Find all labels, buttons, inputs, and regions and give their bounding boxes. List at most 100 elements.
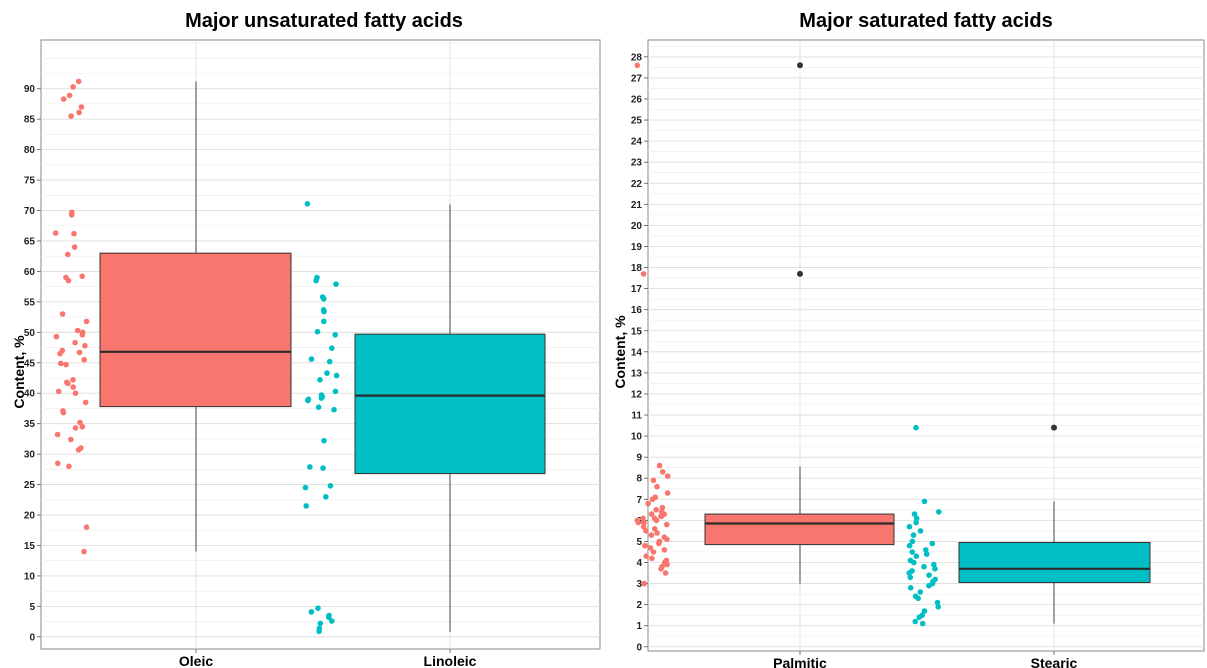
data-point [913,519,919,526]
data-point [332,388,339,395]
data-point [649,496,656,503]
data-point [55,388,62,395]
data-point [647,545,654,551]
y-tick-label: 26 [631,94,643,105]
data-point [651,526,658,532]
data-point [911,559,917,566]
x-tick-label: Linoleic [424,653,477,668]
data-point [71,230,77,237]
data-point [664,561,670,568]
y-tick-label: 9 [636,453,642,464]
data-point [76,349,83,356]
y-tick-label: 30 [24,450,36,461]
data-point [75,78,82,85]
y-tick-label: 75 [24,176,36,187]
data-point [308,356,315,362]
data-point [65,380,71,387]
y-tick-label: 23 [631,158,643,169]
data-point [643,553,649,559]
data-point [60,409,67,416]
y-tick-label: 5 [636,537,642,548]
y-tick-label: 3 [636,579,642,590]
y-tick-label: 5 [29,602,35,613]
data-point [70,84,76,90]
data-point [926,582,932,589]
data-point [78,104,85,110]
data-point [656,462,663,469]
plot-area-unsaturated: 0 5 10 15 20 25 30 35 40 45 50 55 60 65 70 75 80 85 90 Olei… [24,39,601,668]
y-tick-label: 12 [631,389,643,400]
data-point [648,532,655,538]
y-tick-label: 90 [24,84,36,95]
data-point [659,504,666,511]
data-point [935,604,941,610]
box [99,252,292,408]
data-point [913,515,920,522]
y-tick-label: 13 [631,368,643,379]
data-point [320,465,326,471]
y-tick-label: 15 [24,541,36,552]
data-point [313,277,319,284]
data-point [906,542,913,549]
x-tick-label: Palmitic [773,655,827,668]
data-point [658,566,664,572]
y-tick-label: 60 [24,267,36,278]
data-point [321,437,327,444]
outlier-point [797,62,803,69]
data-point [921,498,928,505]
data-point [641,580,647,587]
data-point [79,332,86,338]
chart-title: Major unsaturated fatty acids [185,10,463,32]
data-point [305,397,311,404]
data-point [921,563,927,570]
data-point [931,561,937,568]
data-point [906,570,912,576]
data-point [79,273,85,280]
data-point [321,318,327,325]
data-point [921,608,928,614]
data-point [321,296,327,302]
data-point [74,327,81,334]
data-point [308,609,315,615]
data-point [653,517,660,524]
data-point [315,404,322,411]
chart-title: Major saturated fatty acids [799,10,1053,32]
data-point [324,370,330,376]
y-tick-label: 19 [631,242,643,253]
y-tick-label: 21 [631,200,643,211]
data-point [63,361,69,368]
data-point [656,540,662,547]
data-point [68,113,74,119]
data-point [314,328,321,335]
data-point [664,536,670,543]
data-point [923,547,929,553]
data-point [635,519,642,526]
box [704,513,895,546]
data-point [664,473,671,479]
data-point [664,490,671,496]
y-tick-label: 0 [636,642,642,653]
box [354,333,546,475]
data-point [653,507,659,513]
data-point [68,436,74,443]
data-point [926,572,932,578]
data-point [68,212,75,218]
data-point [54,431,61,438]
data-point [907,574,914,581]
data-point [71,244,78,250]
y-tick-label: 80 [24,145,36,156]
chart-panel-saturated: Major saturated fatty acids Content, % 0… [608,0,1207,668]
data-point [59,311,66,317]
data-point [82,399,89,406]
y-tick-label: 50 [24,328,36,339]
y-tick-label: 20 [631,221,643,232]
data-point [645,500,651,507]
data-point [641,519,647,526]
data-point [82,342,88,349]
data-point [316,628,322,635]
y-tick-label: 11 [631,411,642,422]
data-point [72,425,79,431]
data-point [55,460,61,467]
data-point [642,542,648,549]
y-tick-label: 65 [24,236,36,247]
